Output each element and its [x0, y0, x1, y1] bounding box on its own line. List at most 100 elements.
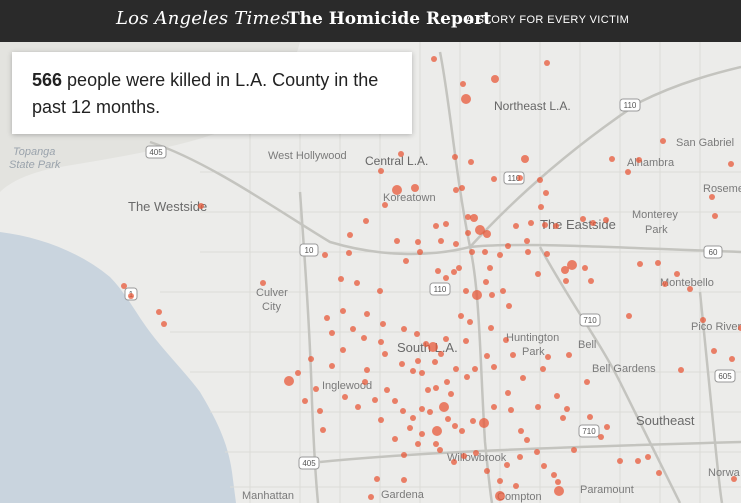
victim-marker[interactable]	[417, 249, 423, 255]
victim-marker[interactable]	[329, 363, 335, 369]
victim-marker[interactable]	[656, 470, 662, 476]
la-times-logo[interactable]: Los Angeles Times	[116, 8, 291, 29]
victim-marker[interactable]	[451, 269, 457, 275]
victim-marker[interactable]	[525, 249, 531, 255]
victim-marker[interactable]	[448, 391, 454, 397]
victim-marker[interactable]	[540, 366, 546, 372]
victim-marker[interactable]	[433, 385, 439, 391]
victim-marker[interactable]	[350, 326, 356, 332]
victim-marker[interactable]	[537, 177, 543, 183]
victim-marker[interactable]	[427, 409, 433, 415]
victim-marker[interactable]	[401, 326, 407, 332]
victim-marker[interactable]	[709, 194, 715, 200]
victim-marker[interactable]	[392, 185, 402, 195]
victim-marker[interactable]	[467, 319, 473, 325]
victim-marker[interactable]	[456, 265, 462, 271]
victim-marker[interactable]	[528, 220, 534, 226]
victim-marker[interactable]	[445, 416, 451, 422]
victim-marker[interactable]	[590, 220, 596, 226]
victim-marker[interactable]	[443, 221, 449, 227]
victim-marker[interactable]	[374, 476, 380, 482]
victim-marker[interactable]	[459, 185, 465, 191]
victim-marker[interactable]	[584, 379, 590, 385]
homicide-markers[interactable]	[121, 56, 741, 503]
victim-marker[interactable]	[483, 279, 489, 285]
victim-marker[interactable]	[626, 313, 632, 319]
victim-marker[interactable]	[495, 491, 505, 501]
victim-marker[interactable]	[711, 348, 717, 354]
victim-marker[interactable]	[433, 441, 439, 447]
victim-marker[interactable]	[308, 356, 314, 362]
victim-marker[interactable]	[401, 477, 407, 483]
victim-marker[interactable]	[472, 290, 482, 300]
victim-marker[interactable]	[355, 404, 361, 410]
victim-marker[interactable]	[488, 325, 494, 331]
victim-marker[interactable]	[302, 398, 308, 404]
victim-marker[interactable]	[580, 216, 586, 222]
victim-marker[interactable]	[161, 321, 167, 327]
victim-marker[interactable]	[500, 288, 506, 294]
victim-marker[interactable]	[582, 265, 588, 271]
victim-marker[interactable]	[443, 336, 449, 342]
victim-marker[interactable]	[553, 223, 559, 229]
victim-marker[interactable]	[728, 161, 734, 167]
victim-marker[interactable]	[428, 342, 438, 352]
victim-marker[interactable]	[438, 351, 444, 357]
victim-marker[interactable]	[363, 218, 369, 224]
victim-marker[interactable]	[712, 213, 718, 219]
victim-marker[interactable]	[543, 190, 549, 196]
victim-marker[interactable]	[571, 447, 577, 453]
victim-marker[interactable]	[284, 376, 294, 386]
victim-marker[interactable]	[475, 225, 485, 235]
victim-marker[interactable]	[121, 283, 127, 289]
victim-marker[interactable]	[439, 402, 449, 412]
victim-marker[interactable]	[497, 478, 503, 484]
victim-marker[interactable]	[535, 404, 541, 410]
victim-marker[interactable]	[401, 452, 407, 458]
victim-marker[interactable]	[489, 292, 495, 298]
victim-marker[interactable]	[380, 321, 386, 327]
victim-marker[interactable]	[551, 472, 557, 478]
victim-marker[interactable]	[700, 317, 706, 323]
victim-marker[interactable]	[541, 463, 547, 469]
victim-marker[interactable]	[604, 424, 610, 430]
victim-marker[interactable]	[362, 379, 368, 385]
victim-marker[interactable]	[464, 374, 470, 380]
victim-marker[interactable]	[598, 434, 604, 440]
victim-marker[interactable]	[368, 494, 374, 500]
victim-marker[interactable]	[520, 375, 526, 381]
victim-marker[interactable]	[453, 241, 459, 247]
victim-marker[interactable]	[340, 347, 346, 353]
victim-marker[interactable]	[394, 238, 400, 244]
victim-marker[interactable]	[324, 315, 330, 321]
victim-marker[interactable]	[382, 351, 388, 357]
victim-marker[interactable]	[392, 436, 398, 442]
victim-marker[interactable]	[555, 479, 561, 485]
victim-marker[interactable]	[407, 425, 413, 431]
victim-marker[interactable]	[542, 222, 548, 228]
victim-marker[interactable]	[518, 428, 524, 434]
victim-marker[interactable]	[410, 415, 416, 421]
victim-marker[interactable]	[372, 397, 378, 403]
victim-marker[interactable]	[469, 249, 475, 255]
victim-marker[interactable]	[437, 447, 443, 453]
victim-marker[interactable]	[563, 278, 569, 284]
victim-marker[interactable]	[491, 75, 499, 83]
victim-marker[interactable]	[625, 169, 631, 175]
victim-marker[interactable]	[545, 354, 551, 360]
victim-marker[interactable]	[338, 276, 344, 282]
victim-marker[interactable]	[645, 454, 651, 460]
victim-marker[interactable]	[399, 361, 405, 367]
victim-marker[interactable]	[398, 151, 404, 157]
victim-marker[interactable]	[465, 230, 471, 236]
victim-marker[interactable]	[414, 331, 420, 337]
victim-marker[interactable]	[458, 313, 464, 319]
victim-marker[interactable]	[425, 387, 431, 393]
victim-marker[interactable]	[513, 223, 519, 229]
victim-marker[interactable]	[431, 56, 437, 62]
victim-marker[interactable]	[415, 441, 421, 447]
victim-marker[interactable]	[535, 271, 541, 277]
victim-marker[interactable]	[567, 260, 577, 270]
victim-marker[interactable]	[503, 337, 509, 343]
victim-marker[interactable]	[738, 325, 741, 331]
